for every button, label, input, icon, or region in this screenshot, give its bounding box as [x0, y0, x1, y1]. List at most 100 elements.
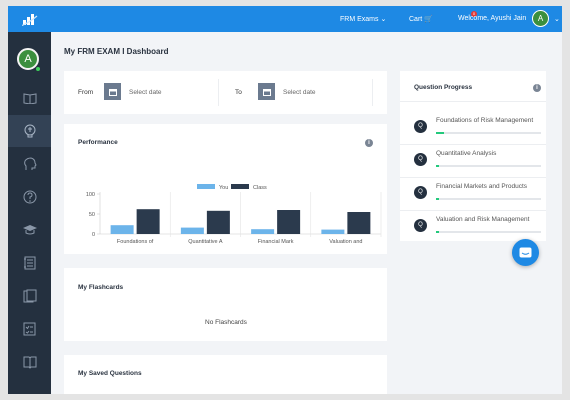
- flashcards-icon: [23, 289, 36, 303]
- user-avatar[interactable]: A: [532, 10, 549, 27]
- x-tick-label: Financial Mark: [258, 239, 294, 245]
- head-icon: [23, 157, 37, 170]
- question-progress-title: Question Progress: [414, 84, 473, 91]
- sidebar-item-learn[interactable]: [8, 148, 51, 180]
- progress-divider: [400, 177, 546, 178]
- sidebar-item-tests[interactable]: [8, 313, 51, 345]
- legend-label: Class: [253, 185, 267, 191]
- topic-name: Quantitative Analysis: [436, 150, 497, 157]
- y-tick-label: 50: [89, 212, 95, 218]
- from-date-input[interactable]: Select date: [129, 89, 162, 96]
- sidebar-item-notes[interactable]: [8, 247, 51, 279]
- filter-divider-end: [372, 79, 373, 106]
- flashcards-empty-text: No Flashcards: [205, 319, 247, 326]
- x-tick-label: Valuation and: [329, 239, 362, 245]
- progress-divider: [400, 144, 546, 145]
- progress-fill: [436, 132, 445, 134]
- filter-divider: [218, 79, 219, 106]
- page-title: My FRM EXAM I Dashboard: [64, 47, 169, 56]
- y-tick-label: 0: [92, 232, 95, 238]
- bar-you: [110, 225, 134, 234]
- notebook-icon: [24, 256, 36, 270]
- topic-name: Valuation and Risk Management: [436, 216, 530, 223]
- topic-badge: Q: [414, 120, 427, 133]
- bar-you: [321, 229, 345, 234]
- topic-name: Foundations of Risk Management: [436, 117, 534, 124]
- topic-badge: Q: [414, 219, 427, 232]
- progress-fill: [436, 165, 440, 167]
- sidebar-item-dashboard[interactable]: [8, 115, 51, 147]
- bar-you: [180, 227, 204, 234]
- question-progress-item[interactable]: Q Financial Markets and Products: [414, 183, 542, 207]
- topic-name: Financial Markets and Products: [436, 183, 528, 190]
- sidebar-item-study[interactable]: [8, 82, 51, 114]
- calendar-icon: [108, 88, 117, 96]
- app-frame: A FRM Exams ⌄ Cart 🛒: [8, 6, 562, 394]
- question-progress-info-icon[interactable]: i: [533, 84, 541, 92]
- user-menu-chevron-icon[interactable]: ⌄: [554, 16, 560, 23]
- saved-questions-card: My Saved Questions: [64, 355, 387, 394]
- progress-fill: [436, 198, 440, 200]
- sidebar-item-reader[interactable]: [8, 346, 51, 378]
- progress-track: [436, 132, 541, 134]
- checklist-icon: [23, 322, 36, 336]
- cart-icon: 🛒: [424, 16, 433, 23]
- progress-track: [436, 165, 541, 167]
- topic-badge: Q: [414, 186, 427, 199]
- brand-logo[interactable]: [8, 6, 51, 32]
- date-filter-card: From Select date To Select date: [64, 71, 387, 114]
- book-open-icon: [23, 93, 36, 104]
- calendar-icon: [262, 88, 271, 96]
- sidebar: A: [8, 6, 51, 394]
- to-date-input[interactable]: Select date: [283, 89, 316, 96]
- progress-track: [436, 231, 541, 233]
- legend-swatch: [197, 184, 215, 189]
- bar-class: [206, 210, 230, 234]
- user-avatar-letter: A: [537, 14, 544, 23]
- sidebar-avatar-letter: A: [24, 53, 32, 65]
- chevron-down-icon: ⌄: [380, 16, 387, 23]
- x-tick-label: Quantitative A: [188, 239, 223, 245]
- performance-card: Performance i You Class 0 50 100 Foundations …: [64, 124, 387, 254]
- from-calendar-button[interactable]: [104, 83, 121, 100]
- chat-button[interactable]: [512, 239, 539, 266]
- to-label: To: [235, 89, 242, 96]
- bar-class: [347, 212, 371, 234]
- top-bar: FRM Exams ⌄ Cart 🛒 0 Welcome, Ayushi Jai…: [51, 6, 562, 32]
- exam-menu-label: FRM Exams: [340, 16, 379, 23]
- exam-menu[interactable]: FRM Exams ⌄: [340, 15, 386, 23]
- saved-questions-title: My Saved Questions: [78, 370, 142, 377]
- flashcards-title: My Flashcards: [78, 284, 124, 291]
- to-calendar-button[interactable]: [258, 83, 275, 100]
- welcome-text: Welcome, Ayushi Jain: [458, 15, 527, 22]
- sidebar-avatar[interactable]: A: [17, 48, 39, 70]
- bar-class: [136, 209, 160, 234]
- bar-class: [277, 210, 301, 234]
- topic-badge: Q: [414, 153, 427, 166]
- bar-you: [251, 229, 275, 234]
- legend-label: You: [219, 185, 228, 191]
- cart-button[interactable]: Cart 🛒: [409, 15, 433, 23]
- x-tick-label: Foundations of: [117, 239, 154, 245]
- question-progress-item[interactable]: Q Valuation and Risk Management: [414, 216, 542, 240]
- cart-count-badge: 0: [471, 11, 477, 17]
- progress-divider: [400, 210, 546, 211]
- brain-icon: [24, 124, 35, 138]
- sidebar-item-flashcards[interactable]: [8, 280, 51, 312]
- progress-fill: [436, 231, 440, 233]
- from-label: From: [78, 89, 94, 96]
- performance-title: Performance: [78, 139, 118, 146]
- legend-swatch: [231, 184, 249, 189]
- sidebar-item-questions[interactable]: [8, 181, 51, 213]
- question-progress-item[interactable]: Q Quantitative Analysis: [414, 150, 542, 174]
- sidebar-item-courses[interactable]: [8, 214, 51, 246]
- question-progress-card: Question Progress i Q Foundations of Risk…: [400, 71, 546, 241]
- flashcards-card: My Flashcards No Flashcards: [64, 268, 387, 341]
- question-progress-item[interactable]: Q Foundations of Risk Management: [414, 117, 542, 141]
- y-tick-label: 100: [86, 192, 95, 198]
- performance-info-icon[interactable]: i: [365, 139, 373, 147]
- progress-divider: [400, 101, 546, 102]
- cart-label: Cart: [409, 16, 423, 23]
- performance-chart: You Class 0 50 100 Foundations of Quantitative…: [86, 184, 382, 245]
- progress-track: [436, 198, 541, 200]
